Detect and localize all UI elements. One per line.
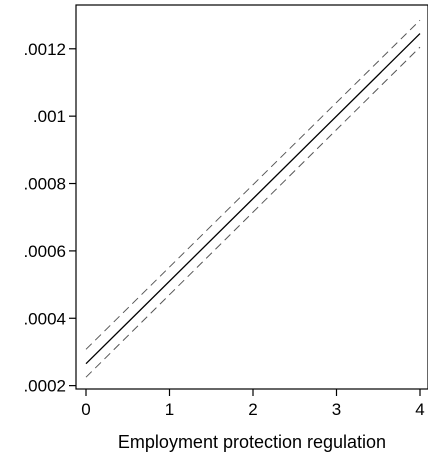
y-tick-label: .0012 xyxy=(23,40,66,59)
y-tick-label: .0004 xyxy=(23,309,66,328)
series-group xyxy=(85,19,421,378)
estimate-line xyxy=(85,33,421,365)
x-tick-label: 0 xyxy=(81,400,90,419)
y-tick-label: .0006 xyxy=(23,242,66,261)
y-tick-label: .001 xyxy=(33,107,66,126)
lower-ci-line xyxy=(85,46,421,378)
y-axis: .0002 .0004 .0006 .0008 .001 .0012 xyxy=(23,40,76,396)
x-tick-label: 3 xyxy=(332,400,341,419)
x-tick-label: 1 xyxy=(165,400,174,419)
upper-ci-line xyxy=(85,19,421,350)
x-tick-label: 2 xyxy=(248,400,257,419)
y-tick-label: .0002 xyxy=(23,377,66,396)
plot-area-frame xyxy=(75,4,428,390)
x-axis: 0 1 2 3 4 xyxy=(81,389,425,419)
y-tick-label: .0008 xyxy=(23,175,66,194)
x-tick-label: 4 xyxy=(415,400,424,419)
x-axis-title: Employment protection regulation xyxy=(118,432,386,452)
